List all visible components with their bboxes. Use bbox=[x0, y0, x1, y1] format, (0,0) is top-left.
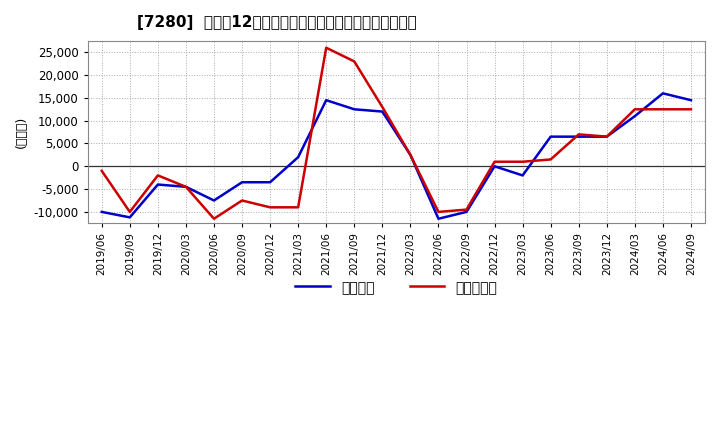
当期純利益 bbox=[294, 205, 302, 210]
当期純利益 bbox=[659, 106, 667, 112]
経常利益 bbox=[97, 209, 106, 215]
当期純利益 bbox=[322, 45, 330, 50]
経常利益 bbox=[518, 173, 527, 178]
経常利益 bbox=[238, 180, 246, 185]
経常利益 bbox=[294, 154, 302, 160]
当期純利益 bbox=[546, 157, 555, 162]
経常利益 bbox=[153, 182, 162, 187]
経常利益 bbox=[575, 134, 583, 139]
当期純利益 bbox=[238, 198, 246, 203]
経常利益 bbox=[631, 114, 639, 119]
当期純利益 bbox=[153, 173, 162, 178]
経常利益 bbox=[603, 134, 611, 139]
当期純利益 bbox=[434, 209, 443, 215]
当期純利益 bbox=[631, 106, 639, 112]
当期純利益 bbox=[125, 209, 134, 215]
経常利益 bbox=[350, 106, 359, 112]
当期純利益 bbox=[266, 205, 274, 210]
Y-axis label: (百万円): (百万円) bbox=[15, 116, 28, 148]
当期純利益 bbox=[181, 184, 190, 190]
当期純利益 bbox=[518, 159, 527, 165]
経常利益 bbox=[406, 152, 415, 158]
経常利益 bbox=[462, 209, 471, 215]
当期純利益 bbox=[575, 132, 583, 137]
当期純利益 bbox=[210, 216, 218, 221]
Line: 経常利益: 経常利益 bbox=[102, 93, 691, 219]
経常利益 bbox=[125, 215, 134, 220]
経常利益 bbox=[659, 91, 667, 96]
経常利益 bbox=[546, 134, 555, 139]
当期純利益 bbox=[462, 207, 471, 212]
Text: [7280]  利益の12か月移動合計の対前年同期増減額の推移: [7280] 利益の12か月移動合計の対前年同期増減額の推移 bbox=[137, 15, 417, 30]
当期純利益 bbox=[406, 152, 415, 158]
経常利益 bbox=[434, 216, 443, 221]
経常利益 bbox=[210, 198, 218, 203]
経常利益 bbox=[687, 98, 696, 103]
当期純利益 bbox=[603, 134, 611, 139]
Line: 当期純利益: 当期純利益 bbox=[102, 48, 691, 219]
経常利益 bbox=[378, 109, 387, 114]
経常利益 bbox=[181, 184, 190, 190]
当期純利益 bbox=[378, 104, 387, 110]
経常利益 bbox=[322, 98, 330, 103]
当期純利益 bbox=[490, 159, 499, 165]
当期純利益 bbox=[687, 106, 696, 112]
経常利益 bbox=[266, 180, 274, 185]
当期純利益 bbox=[97, 168, 106, 173]
当期純利益 bbox=[350, 59, 359, 64]
Legend: 経常利益, 当期純利益: 経常利益, 当期純利益 bbox=[290, 275, 503, 300]
経常利益 bbox=[490, 164, 499, 169]
